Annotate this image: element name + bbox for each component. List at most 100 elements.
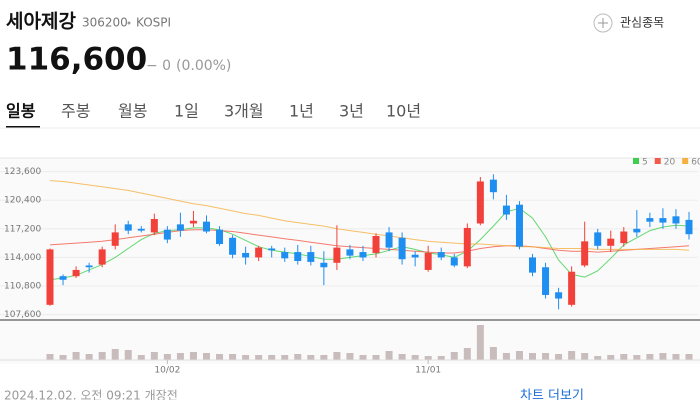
candle	[281, 247, 289, 262]
candle	[620, 227, 628, 247]
candle-body	[124, 224, 132, 231]
period-tab[interactable]: 일봉	[6, 102, 36, 121]
candle-body	[359, 252, 367, 258]
candle	[85, 262, 93, 273]
candle-body	[646, 218, 654, 222]
volume-bar	[359, 355, 367, 360]
plus-icon	[593, 13, 613, 33]
candle-body	[202, 221, 210, 232]
volume-bar	[594, 356, 602, 360]
candle-body	[98, 249, 106, 265]
period-tab[interactable]: 3개월	[224, 102, 264, 121]
volume-bar	[437, 356, 445, 360]
period-tab[interactable]: 1일	[174, 102, 199, 121]
volume-bar	[463, 348, 471, 360]
price-change: − 0	[146, 58, 171, 74]
volume-bar	[502, 353, 510, 360]
watch-button[interactable]: 관심종목	[593, 13, 664, 33]
candle-body	[502, 205, 510, 215]
candle	[633, 210, 641, 237]
volume-bar	[672, 354, 680, 360]
volume-bar	[385, 351, 393, 360]
candle-body	[46, 249, 54, 305]
candle	[137, 226, 145, 233]
x-tick-label: 10/02	[154, 366, 180, 376]
period-tabs: 일봉 주봉 월봉 1일 3개월 1년 3년 10년	[6, 102, 421, 128]
stock-code: 306200	[82, 16, 128, 30]
volume-bar	[229, 354, 237, 360]
market: KOSPI	[136, 16, 171, 30]
volume-bar	[176, 353, 184, 360]
volume-bar	[124, 350, 132, 360]
volume-bar	[620, 354, 628, 360]
period-tab[interactable]: 주봉	[61, 102, 90, 121]
candle	[59, 274, 67, 286]
candle	[529, 253, 537, 277]
candle-body	[268, 248, 276, 251]
candle	[111, 224, 119, 250]
candle	[176, 212, 184, 237]
y-tick-label: 107,600	[4, 310, 41, 320]
candle	[568, 266, 576, 307]
candle-body	[659, 218, 667, 223]
candle-body	[620, 231, 628, 244]
candle	[46, 248, 54, 306]
legend-label: 5	[642, 158, 648, 168]
candle-body	[85, 265, 93, 268]
volume-bar	[633, 355, 641, 360]
volume-bar	[216, 354, 224, 360]
candle	[581, 221, 589, 268]
candle	[685, 211, 693, 240]
candle	[359, 245, 367, 262]
candle-body	[568, 271, 576, 305]
candle-body	[333, 247, 341, 263]
candle	[268, 245, 276, 258]
candle	[294, 244, 302, 265]
candle-body	[72, 269, 80, 277]
candle-body	[137, 228, 145, 231]
candle	[163, 226, 171, 244]
candle-body	[437, 252, 445, 258]
candle-body	[685, 219, 693, 235]
candle	[555, 287, 563, 310]
volume-bar	[476, 325, 484, 360]
candle	[216, 226, 224, 246]
candle-body	[672, 216, 680, 224]
volume-bar	[346, 353, 354, 360]
period-tab[interactable]: 10년	[386, 102, 421, 121]
volume-bar	[294, 354, 302, 360]
candle	[450, 253, 458, 268]
candle-body	[463, 227, 471, 267]
volume-bar	[268, 355, 276, 360]
candle	[320, 251, 328, 286]
period-tab[interactable]: 월봉	[118, 102, 147, 121]
period-tab[interactable]: 1년	[289, 102, 314, 121]
candle-body	[555, 292, 563, 299]
legend-swatch	[633, 158, 639, 164]
candle-body	[307, 252, 315, 262]
volume-bar	[163, 354, 171, 360]
volume-bar	[255, 355, 263, 360]
candle-body	[346, 249, 354, 256]
y-tick-label: 120,400	[4, 196, 41, 206]
candle	[202, 215, 210, 234]
y-tick-label: 114,000	[4, 253, 41, 263]
volume-bar	[659, 353, 667, 360]
y-tick-label: 110,800	[4, 282, 41, 292]
moving-average-line	[49, 207, 690, 281]
period-tab[interactable]: 3년	[339, 102, 364, 121]
candle	[437, 247, 445, 261]
volume-bar	[515, 351, 523, 360]
candle-body	[320, 262, 328, 268]
candle	[385, 227, 393, 252]
candle	[463, 223, 471, 269]
candle-body	[281, 252, 289, 259]
plus-sign	[598, 18, 608, 28]
more-chart-link[interactable]: 차트 더보기	[520, 389, 584, 400]
candle-body	[607, 238, 615, 246]
price: 116,600	[6, 42, 147, 78]
candle-body	[216, 229, 224, 245]
volume-bar	[411, 355, 419, 360]
candle	[659, 208, 667, 229]
